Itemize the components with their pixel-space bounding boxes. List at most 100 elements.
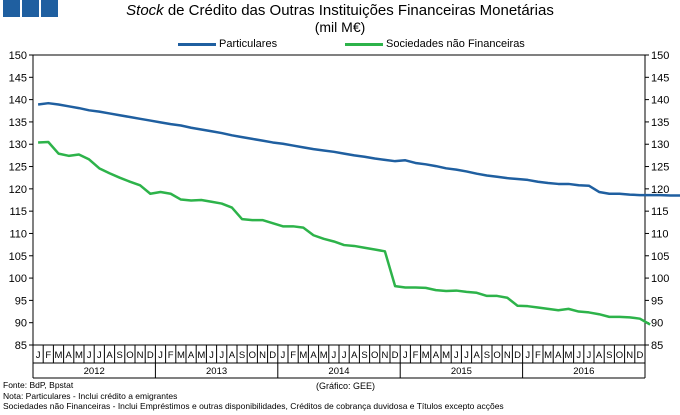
x-tick-label-month: S bbox=[606, 350, 612, 361]
x-tick-label-year: 2013 bbox=[206, 366, 227, 377]
chart-unit: (mil M€) bbox=[314, 19, 366, 35]
x-tick-label-month: A bbox=[66, 350, 73, 361]
x-tick-label-month: M bbox=[320, 350, 328, 361]
y-tick-label-left: 120 bbox=[9, 184, 27, 196]
x-tick-label-month: M bbox=[55, 350, 63, 361]
y-tick-label-right: 135 bbox=[651, 117, 669, 129]
x-tick-label-month: N bbox=[504, 350, 511, 361]
y-tick-label-left: 135 bbox=[9, 117, 27, 129]
x-tick-label-month: J bbox=[464, 350, 469, 361]
x-tick-label-month: F bbox=[45, 350, 51, 361]
x-tick-label-month: A bbox=[106, 350, 113, 361]
plot-frame bbox=[32, 54, 646, 346]
x-tick-label-month: M bbox=[197, 350, 205, 361]
y-tick-label-left: 90 bbox=[15, 318, 27, 330]
y-tick-label-left: 125 bbox=[9, 162, 27, 174]
x-tick-label-month: N bbox=[626, 350, 633, 361]
x-tick-label-month: A bbox=[351, 350, 358, 361]
series-line-particulares bbox=[37, 101, 680, 197]
x-tick-label-month: M bbox=[422, 350, 430, 361]
chart-title-italic: Stock bbox=[126, 2, 164, 19]
logo-square-3 bbox=[41, 0, 58, 17]
y-tick-label-right: 125 bbox=[651, 162, 669, 174]
y-tick-label-left: 145 bbox=[9, 72, 27, 84]
x-tick-label-month: J bbox=[36, 350, 41, 361]
x-tick-label-month: F bbox=[168, 350, 174, 361]
y-tick-label-right: 150 bbox=[651, 50, 669, 62]
x-tick-label-month: F bbox=[535, 350, 541, 361]
x-tick-label-month: A bbox=[596, 350, 603, 361]
y-tick-label-right: 100 bbox=[651, 273, 669, 285]
x-tick-label-month: J bbox=[219, 350, 224, 361]
y-tick-label-right: 90 bbox=[651, 318, 663, 330]
x-tick-label-month: F bbox=[413, 350, 419, 361]
x-tick-label-month: M bbox=[544, 350, 552, 361]
y-tick-label-left: 130 bbox=[9, 139, 27, 151]
y-tick-label-right: 110 bbox=[651, 228, 669, 240]
x-tick-label-month: A bbox=[229, 350, 236, 361]
graph-source: (Gráfico: GEE) bbox=[316, 381, 376, 391]
x-tick-label-month: O bbox=[126, 350, 133, 361]
x-tick-label-month: A bbox=[474, 350, 481, 361]
x-tick-label-month: M bbox=[177, 350, 185, 361]
x-tick-label-month: N bbox=[259, 350, 266, 361]
x-tick-label-month: S bbox=[239, 350, 245, 361]
y-tick-label-left: 115 bbox=[9, 206, 27, 218]
x-tick-label-month: J bbox=[576, 350, 581, 361]
y-tick-label-left: 95 bbox=[15, 295, 27, 307]
y-tick-label-right: 95 bbox=[651, 295, 663, 307]
y-tick-label-right: 120 bbox=[651, 184, 669, 196]
y-tick-label-right: 130 bbox=[651, 139, 669, 151]
x-tick-label-month: J bbox=[525, 350, 530, 361]
x-tick-label-month: D bbox=[636, 350, 643, 361]
y-tick-label-right: 105 bbox=[651, 251, 669, 263]
y-tick-label-left: 110 bbox=[9, 228, 27, 240]
legend-swatch-sociedades bbox=[345, 43, 383, 46]
x-tick-label-month: O bbox=[616, 350, 623, 361]
legend-label-sociedades: Sociedades não Financeiras bbox=[386, 38, 525, 50]
y-tick-label-right: 145 bbox=[651, 72, 669, 84]
x-tick-label-month: M bbox=[442, 350, 450, 361]
x-tick-label-month: J bbox=[587, 350, 592, 361]
y-tick-label-left: 85 bbox=[15, 340, 27, 352]
y-tick-label-right: 85 bbox=[651, 340, 663, 352]
x-tick-label-month: J bbox=[97, 350, 102, 361]
y-tick-label-left: 105 bbox=[9, 251, 27, 263]
y-tick-label-left: 150 bbox=[9, 50, 27, 62]
legend-swatch-particulares bbox=[178, 43, 216, 46]
footer-source: Fonte: BdP, Bpstat bbox=[3, 380, 74, 390]
x-tick-label-month: A bbox=[188, 350, 195, 361]
x-tick-label-month: F bbox=[290, 350, 296, 361]
y-tick-label-left: 100 bbox=[9, 273, 27, 285]
x-tick-label-year: 2014 bbox=[328, 366, 349, 377]
x-tick-label-month: A bbox=[555, 350, 562, 361]
x-tick-label-month: D bbox=[147, 350, 154, 361]
x-tick-label-month: O bbox=[493, 350, 500, 361]
x-tick-label-month: S bbox=[117, 350, 123, 361]
y-tick-label-right: 115 bbox=[651, 206, 669, 218]
footer-note-particulares: Nota: Particulares - Inclui crédito a em… bbox=[3, 391, 178, 401]
chart-title-rest: de Crédito das Outras Instituições Finan… bbox=[163, 2, 554, 19]
x-tick-label-month: D bbox=[269, 350, 276, 361]
x-tick-label-month: J bbox=[454, 350, 459, 361]
x-tick-label-month: O bbox=[249, 350, 256, 361]
x-tick-label-month: A bbox=[433, 350, 440, 361]
legend: Particulares Sociedades não Financeiras bbox=[0, 37, 680, 51]
x-tick-label-month: J bbox=[342, 350, 347, 361]
logo-square-2 bbox=[22, 0, 39, 17]
y-tick-label-left: 140 bbox=[9, 95, 27, 107]
x-tick-label-month: J bbox=[209, 350, 214, 361]
chart-title: Stock de Crédito das Outras Instituições… bbox=[0, 2, 680, 20]
x-tick-label-month: N bbox=[381, 350, 388, 361]
x-tick-label-month: M bbox=[299, 350, 307, 361]
x-tick-label-month: J bbox=[403, 350, 408, 361]
footer-note-sociedades: Sociedades não Financeiras - Inclui Empr… bbox=[3, 401, 504, 411]
x-tick-label-month: S bbox=[361, 350, 367, 361]
x-tick-label-year: 2012 bbox=[84, 366, 105, 377]
x-tick-label-month: M bbox=[565, 350, 573, 361]
x-tick-label-month: J bbox=[332, 350, 337, 361]
series-line-sociedades bbox=[38, 140, 651, 326]
x-tick-label-month: J bbox=[281, 350, 286, 361]
y-tick-label-right: 140 bbox=[651, 95, 669, 107]
